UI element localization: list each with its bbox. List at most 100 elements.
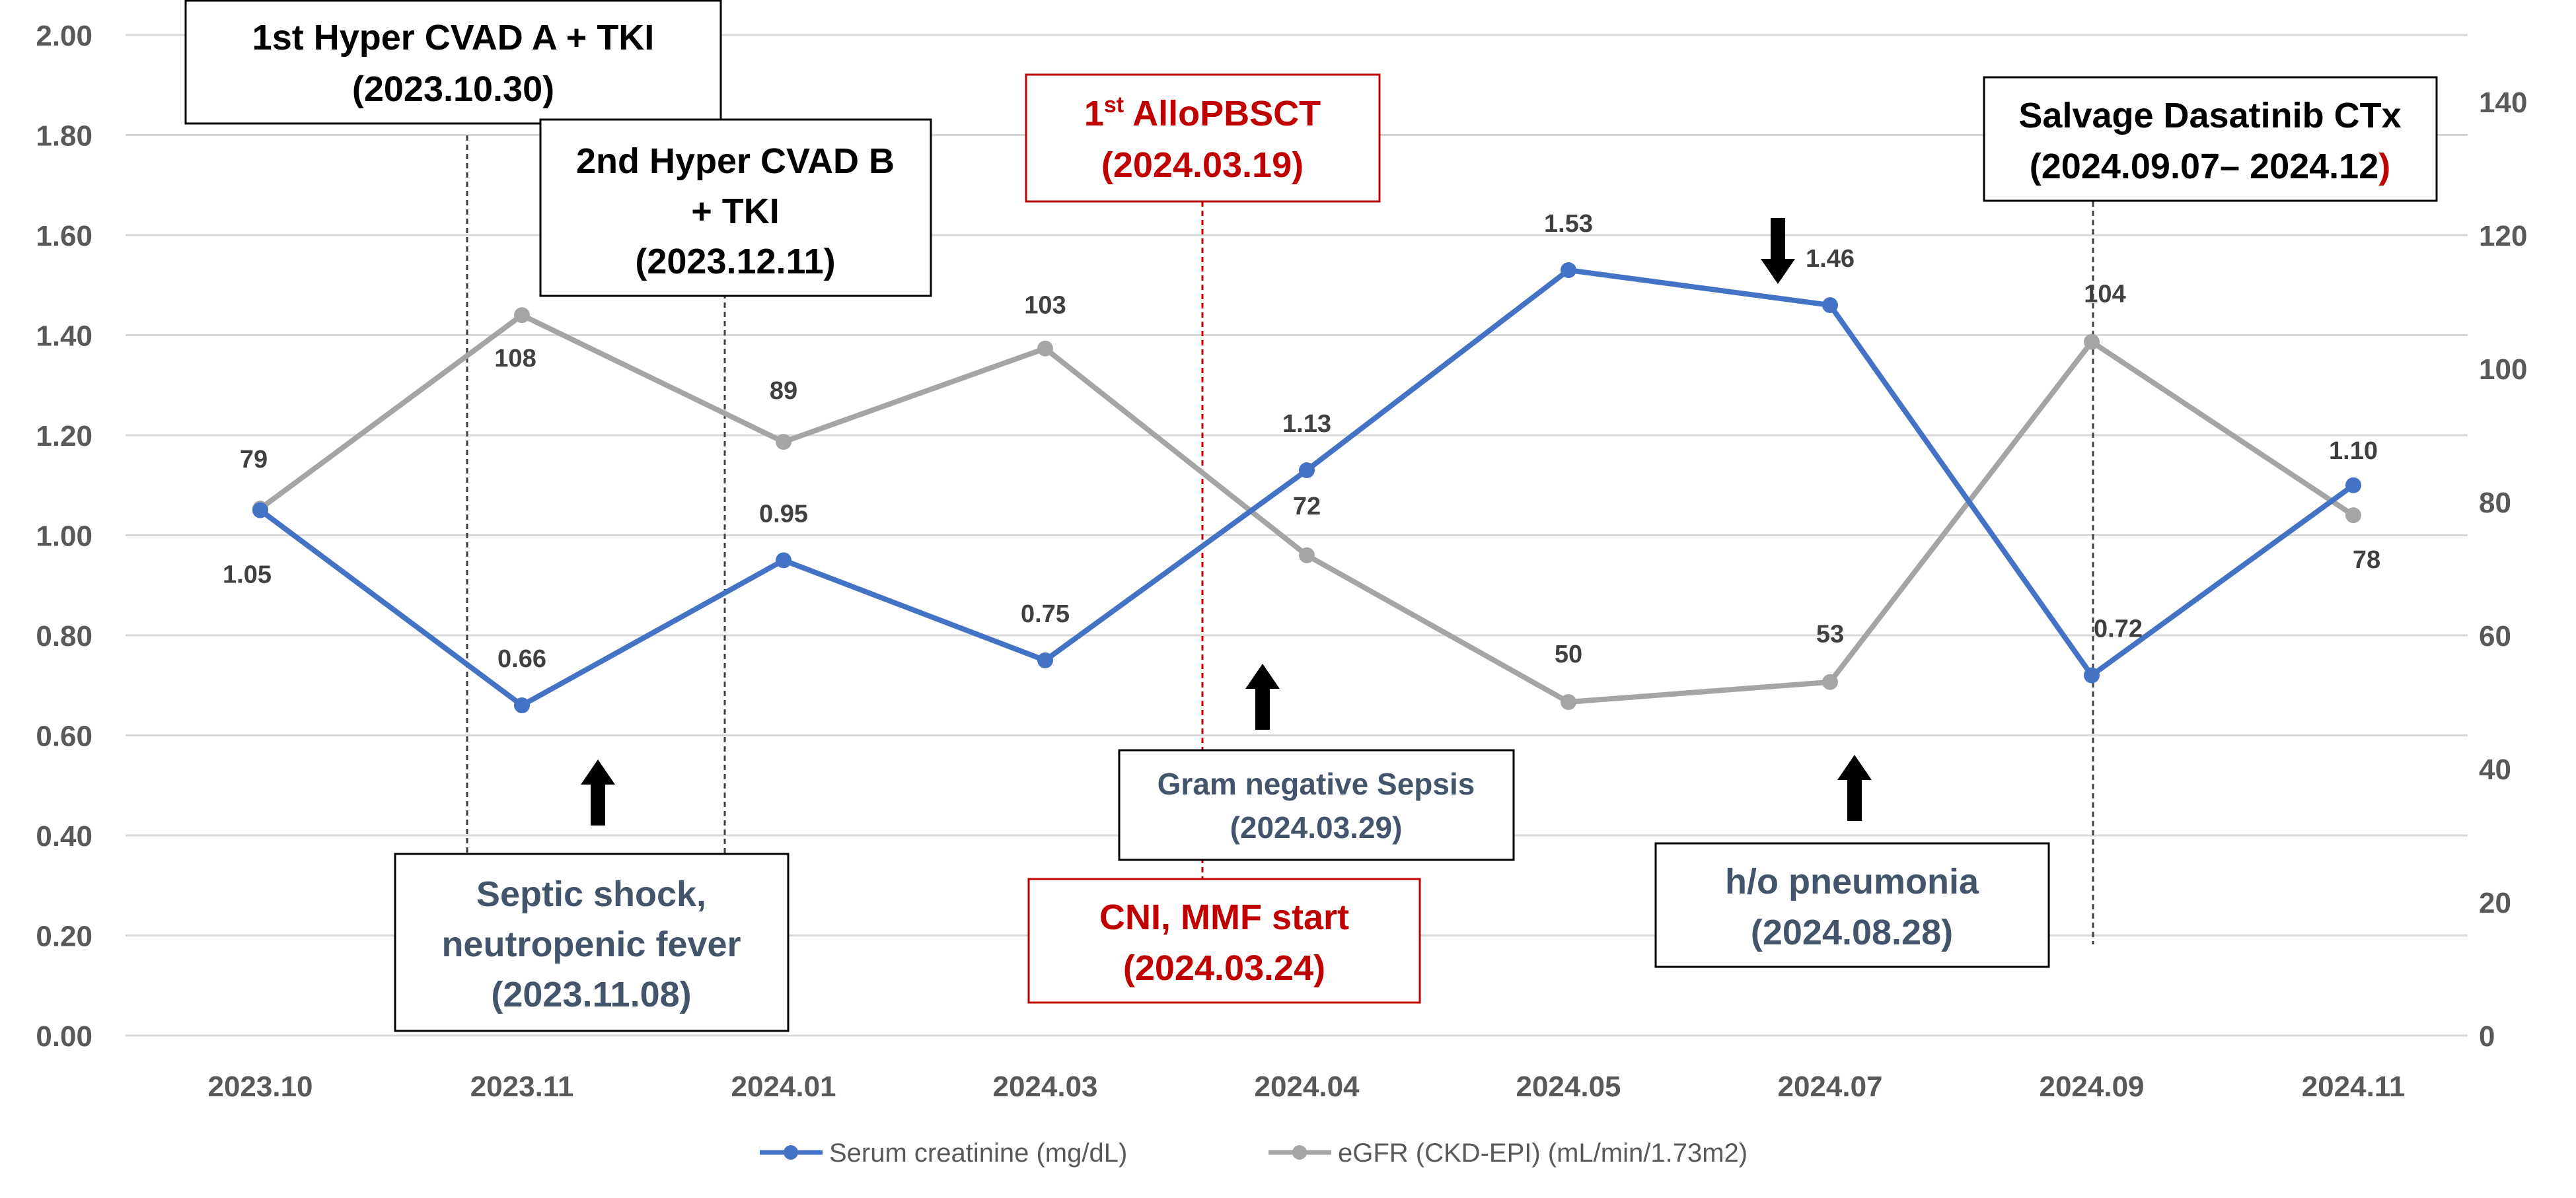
egfr-data-label: 53 [1816, 621, 1844, 649]
annotation-line: (2024.03.24) [1123, 948, 1325, 988]
legend-label: Serum creatinine (mg/dL) [829, 1139, 1127, 1168]
right-tick-label: 20 [2479, 887, 2511, 919]
series-creatinine [252, 262, 2361, 714]
annotation-date-range: (2024.09.07– 2024.12 [2030, 147, 2378, 186]
annotation-line: 2nd Hyper CVAD B [576, 141, 895, 181]
annotation-line: (2023.12.11) [635, 242, 835, 281]
creatinine-data-label: 1.05 [223, 561, 272, 589]
annotation-line: Gram negative Sepsis [1158, 767, 1475, 801]
annotation-prefix: 1 [1084, 94, 1104, 133]
left-tick-label: 0.40 [36, 820, 92, 853]
legend-item-creatinine: Serum creatinine (mg/dL) [760, 1139, 1127, 1168]
creatinine-data-label: 0.95 [759, 500, 808, 528]
annotation-line: (2024.03.19) [1101, 145, 1304, 185]
x-tick-label: 2024.01 [731, 1071, 836, 1103]
creatinine-point [2084, 667, 2100, 684]
annotation-line: Septic shock, [476, 874, 706, 914]
arrow-up-icon [1837, 755, 1872, 821]
arrow-down-icon [1761, 218, 1795, 284]
annotation-allo-pbsct: 1st AlloPBSCT (2024.03.19) [1025, 73, 1381, 203]
annotation-line: CNI, MMF start [1099, 898, 1349, 937]
annotation-hyper-cvad-a: 1st Hyper CVAD A + TKI (2023.10.30) [184, 0, 722, 125]
left-tick-label: 1.00 [36, 520, 92, 553]
creatinine-point [776, 552, 791, 569]
egfr-point [776, 434, 791, 450]
right-axis: 0 20 40 60 80 100 120 140 [2479, 87, 2527, 1053]
annotation-pneumonia: h/o pneumonia (2024.08.28) [1654, 842, 2050, 968]
right-tick-label: 40 [2479, 754, 2511, 786]
annotation-superscript: st [1104, 92, 1124, 118]
annotation-line: (2024.09.07– 2024.12) [2030, 147, 2390, 186]
left-tick-label: 0.00 [36, 1020, 92, 1053]
egfr-point [1561, 694, 1576, 710]
annotation-hyper-cvad-b: 2nd Hyper CVAD B + TKI (2023.12.11) [539, 118, 932, 297]
series-egfr [252, 307, 2361, 710]
egfr-data-label: 50 [1555, 641, 1582, 668]
right-tick-label: 100 [2479, 353, 2527, 386]
egfr-point [1822, 674, 1838, 690]
egfr-point [2345, 507, 2361, 524]
egfr-point [514, 307, 530, 324]
creatinine-point [1822, 297, 1838, 314]
right-tick-label: 140 [2479, 87, 2527, 119]
left-tick-label: 1.60 [36, 220, 92, 252]
annotation-line: (2023.11.08) [491, 975, 691, 1014]
x-tick-label: 2024.05 [1516, 1071, 1621, 1103]
egfr-data-label: 108 [494, 345, 536, 372]
arrow-up-icon [1245, 664, 1280, 730]
x-tick-label: 2024.03 [992, 1071, 1097, 1103]
egfr-point [1299, 547, 1315, 563]
left-tick-label: 0.80 [36, 620, 92, 652]
legend-item-egfr: eGFR (CKD-EPI) (mL/min/1.73m2) [1269, 1139, 1748, 1168]
annotation-close-paren: ) [2378, 147, 2390, 186]
right-tick-label: 60 [2479, 620, 2511, 652]
creatinine-point [1561, 262, 1576, 279]
annotation-line: + TKI [691, 192, 780, 231]
legend: Serum creatinine (mg/dL) eGFR (CKD-EPI) … [760, 1139, 1748, 1168]
annotation-line: Salvage Dasatinib CTx [2018, 96, 2401, 135]
right-tick-label: 0 [2479, 1020, 2495, 1053]
creatinine-data-label: 1.46 [1806, 245, 1855, 273]
creatinine-point [514, 697, 530, 714]
creatinine-data-label: 0.75 [1021, 600, 1070, 628]
annotation-line: (2024.08.28) [1751, 913, 1953, 952]
egfr-data-label: 103 [1024, 292, 1066, 320]
creatinine-data-label: 1.53 [1544, 210, 1593, 238]
creatinine-point [2345, 477, 2361, 493]
annotation-line: 1st AlloPBSCT [1084, 92, 1321, 133]
egfr-data-label: 79 [240, 446, 268, 474]
x-tick-label: 2024.04 [1254, 1071, 1360, 1103]
annotation-salvage-dasatinib: Salvage Dasatinib CTx (2024.09.07– 2024.… [1983, 76, 2438, 202]
x-tick-label: 2023.10 [207, 1071, 313, 1103]
annotation-line: (2023.10.30) [352, 69, 554, 109]
annotation-suffix: AlloPBSCT [1124, 94, 1321, 133]
egfr-data-label: 104 [2084, 281, 2125, 308]
creatinine-data-label: 1.13 [1282, 410, 1331, 438]
annotation-line: 1st Hyper CVAD A + TKI [252, 18, 655, 57]
data-labels: 1.05 0.66 0.95 0.75 1.13 1.53 1.46 0.72 1.10 79 10… [223, 210, 2380, 673]
annotation-line: (2024.03.29) [1230, 810, 1403, 845]
egfr-data-label: 72 [1293, 493, 1321, 520]
egfr-data-label: 78 [2353, 546, 2380, 574]
left-tick-label: 0.60 [36, 721, 92, 753]
annotation-line: neutropenic fever [441, 925, 741, 964]
annotation-cni-mmf-start: CNI, MMF start (2024.03.24) [1027, 878, 1421, 1004]
left-tick-label: 0.20 [36, 921, 92, 953]
egfr-point [2084, 334, 2100, 350]
egfr-data-label: 89 [770, 377, 797, 405]
creatinine-point [1299, 462, 1315, 479]
creatinine-point [1037, 652, 1053, 668]
annotation-line: h/o pneumonia [1725, 862, 1979, 901]
arrow-up-icon [581, 759, 615, 826]
creatinine-point [252, 502, 268, 518]
right-tick-label: 80 [2479, 487, 2511, 519]
right-tick-label: 120 [2479, 220, 2527, 252]
creatinine-data-label: 0.66 [497, 645, 546, 673]
x-axis: 2023.10 2023.11 2024.01 2024.03 2024.04 2024.… [207, 1071, 2405, 1103]
left-axis: 0.00 0.20 0.40 0.60 0.80 1.00 1.20 1.40 1.60 1.80… [36, 20, 92, 1053]
x-tick-label: 2024.09 [2039, 1071, 2144, 1103]
egfr-point [1037, 340, 1053, 357]
x-tick-label: 2024.11 [2302, 1071, 2406, 1103]
annotation-septic-shock: Septic shock, neutropenic fever (2023.11… [394, 853, 790, 1032]
left-tick-label: 1.20 [36, 420, 92, 452]
